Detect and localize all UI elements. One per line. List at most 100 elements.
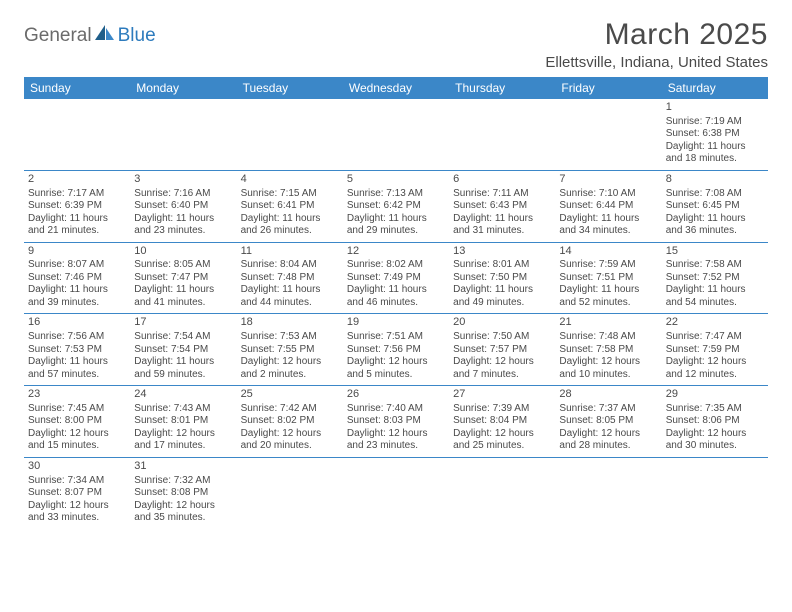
day-number: 2 [28, 173, 126, 187]
sunrise-text: Sunrise: 7:58 AM [666, 259, 764, 272]
day-number: 26 [347, 388, 445, 402]
sunset-text: Sunset: 6:40 PM [134, 200, 232, 213]
sunrise-text: Sunrise: 7:43 AM [134, 403, 232, 416]
daylight-text: Daylight: 11 hours and 26 minutes. [241, 213, 339, 238]
day-number: 22 [666, 316, 764, 330]
calendar-day: 30Sunrise: 7:34 AMSunset: 8:07 PMDayligh… [24, 458, 130, 529]
sunrise-text: Sunrise: 7:56 AM [28, 331, 126, 344]
sunset-text: Sunset: 8:02 PM [241, 415, 339, 428]
day-number: 7 [559, 173, 657, 187]
sail-icon [94, 24, 116, 47]
day-number: 31 [134, 460, 232, 474]
sunrise-text: Sunrise: 8:01 AM [453, 259, 551, 272]
day-number: 12 [347, 245, 445, 259]
day-number: 5 [347, 173, 445, 187]
sunrise-text: Sunrise: 7:39 AM [453, 403, 551, 416]
day-number: 23 [28, 388, 126, 402]
daylight-text: Daylight: 11 hours and 49 minutes. [453, 284, 551, 309]
daylight-text: Daylight: 11 hours and 36 minutes. [666, 213, 764, 238]
calendar-day: 22Sunrise: 7:47 AMSunset: 7:59 PMDayligh… [662, 314, 768, 385]
sunset-text: Sunset: 6:41 PM [241, 200, 339, 213]
calendar-day: 1Sunrise: 7:19 AMSunset: 6:38 PMDaylight… [662, 99, 768, 170]
sunrise-text: Sunrise: 7:47 AM [666, 331, 764, 344]
calendar-week: 16Sunrise: 7:56 AMSunset: 7:53 PM Dayligh… [24, 314, 768, 386]
calendar-day: 6Sunrise: 7:11 AMSunset: 6:43 PMDaylight… [449, 171, 555, 242]
day-number: 18 [241, 316, 339, 330]
calendar-empty [24, 99, 130, 170]
daylight-text: Daylight: 11 hours and 29 minutes. [347, 213, 445, 238]
sunrise-text: Sunrise: 7:54 AM [134, 331, 232, 344]
daylight-text: Daylight: 12 hours and 35 minutes. [134, 500, 232, 525]
calendar-empty [449, 458, 555, 529]
sunset-text: Sunset: 8:08 PM [134, 487, 232, 500]
calendar-day: 20Sunrise: 7:50 AMSunset: 7:57 PMDayligh… [449, 314, 555, 385]
calendar-day: 26Sunrise: 7:40 AMSunset: 8:03 PMDayligh… [343, 386, 449, 457]
sunrise-text: Sunrise: 7:15 AM [241, 188, 339, 201]
calendar-day: 7Sunrise: 7:10 AMSunset: 6:44 PMDaylight… [555, 171, 661, 242]
daylight-text: Daylight: 11 hours and 23 minutes. [134, 213, 232, 238]
calendar-grid: SundayMondayTuesdayWednesdayThursdayFrid… [24, 77, 768, 529]
location-text: Ellettsville, Indiana, United States [545, 54, 768, 71]
daylight-text: Daylight: 11 hours and 39 minutes. [28, 284, 126, 309]
daylight-text: Daylight: 12 hours and 20 minutes. [241, 428, 339, 453]
brand-part1: General [24, 25, 92, 47]
calendar-day: 13Sunrise: 8:01 AMSunset: 7:50 PMDayligh… [449, 243, 555, 314]
title-block: March 2025 Ellettsville, Indiana, United… [545, 18, 768, 71]
sunset-text: Sunset: 7:59 PM [666, 344, 764, 357]
day-number: 20 [453, 316, 551, 330]
calendar-empty [449, 99, 555, 170]
day-header: Tuesday [237, 77, 343, 99]
day-number: 29 [666, 388, 764, 402]
day-number: 4 [241, 173, 339, 187]
sunset-text: Sunset: 6:38 PM [666, 128, 764, 141]
daylight-text: Daylight: 11 hours and 34 minutes. [559, 213, 657, 238]
sunrise-text: Sunrise: 7:40 AM [347, 403, 445, 416]
day-number: 9 [28, 245, 126, 259]
day-header: Saturday [662, 77, 768, 99]
calendar-day: 2Sunrise: 7:17 AMSunset: 6:39 PMDaylight… [24, 171, 130, 242]
sunrise-text: Sunrise: 7:45 AM [28, 403, 126, 416]
sunset-text: Sunset: 6:44 PM [559, 200, 657, 213]
calendar-empty [130, 99, 236, 170]
sunrise-text: Sunrise: 8:05 AM [134, 259, 232, 272]
calendar-day: 5Sunrise: 7:13 AMSunset: 6:42 PMDaylight… [343, 171, 449, 242]
sunrise-text: Sunrise: 7:37 AM [559, 403, 657, 416]
calendar-day: 23Sunrise: 7:45 AMSunset: 8:00 PMDayligh… [24, 386, 130, 457]
day-number: 16 [28, 316, 126, 330]
sunrise-text: Sunrise: 7:13 AM [347, 188, 445, 201]
sunrise-text: Sunrise: 7:08 AM [666, 188, 764, 201]
calendar-day: 25Sunrise: 7:42 AMSunset: 8:02 PMDayligh… [237, 386, 343, 457]
daylight-text: Daylight: 11 hours and 18 minutes. [666, 141, 764, 166]
sunrise-text: Sunrise: 8:04 AM [241, 259, 339, 272]
calendar-day: 3Sunrise: 7:16 AMSunset: 6:40 PMDaylight… [130, 171, 236, 242]
sunset-text: Sunset: 6:45 PM [666, 200, 764, 213]
calendar-day: 31Sunrise: 7:32 AMSunset: 8:08 PMDayligh… [130, 458, 236, 529]
sunrise-text: Sunrise: 8:07 AM [28, 259, 126, 272]
sunset-text: Sunset: 8:07 PM [28, 487, 126, 500]
calendar-day: 28Sunrise: 7:37 AMSunset: 8:05 PMDayligh… [555, 386, 661, 457]
sunrise-text: Sunrise: 7:42 AM [241, 403, 339, 416]
brand-part2: Blue [118, 25, 156, 47]
calendar-day: 17Sunrise: 7:54 AMSunset: 7:54 PMDayligh… [130, 314, 236, 385]
calendar-day: 21Sunrise: 7:48 AMSunset: 7:58 PMDayligh… [555, 314, 661, 385]
sunset-text: Sunset: 6:39 PM [28, 200, 126, 213]
daylight-text: Daylight: 12 hours and 10 minutes. [559, 356, 657, 381]
calendar-day: 15Sunrise: 7:58 AMSunset: 7:52 PMDayligh… [662, 243, 768, 314]
sunset-text: Sunset: 7:46 PM [28, 272, 126, 285]
day-header: Thursday [449, 77, 555, 99]
sunset-text: Sunset: 7:54 PM [134, 344, 232, 357]
calendar-day: 12Sunrise: 8:02 AMSunset: 7:49 PMDayligh… [343, 243, 449, 314]
day-number: 19 [347, 316, 445, 330]
sunset-text: Sunset: 7:53 PM [28, 344, 126, 357]
day-number: 1 [666, 101, 764, 115]
calendar-empty [662, 458, 768, 529]
sunset-text: Sunset: 8:01 PM [134, 415, 232, 428]
calendar-day: 9Sunrise: 8:07 AMSunset: 7:46 PMDaylight… [24, 243, 130, 314]
day-headers-row: SundayMondayTuesdayWednesdayThursdayFrid… [24, 77, 768, 99]
day-number: 14 [559, 245, 657, 259]
calendar-day: 18Sunrise: 7:53 AMSunset: 7:55 PMDayligh… [237, 314, 343, 385]
day-number: 15 [666, 245, 764, 259]
sunrise-text: Sunrise: 7:10 AM [559, 188, 657, 201]
sunrise-text: Sunrise: 7:35 AM [666, 403, 764, 416]
daylight-text: Daylight: 12 hours and 28 minutes. [559, 428, 657, 453]
